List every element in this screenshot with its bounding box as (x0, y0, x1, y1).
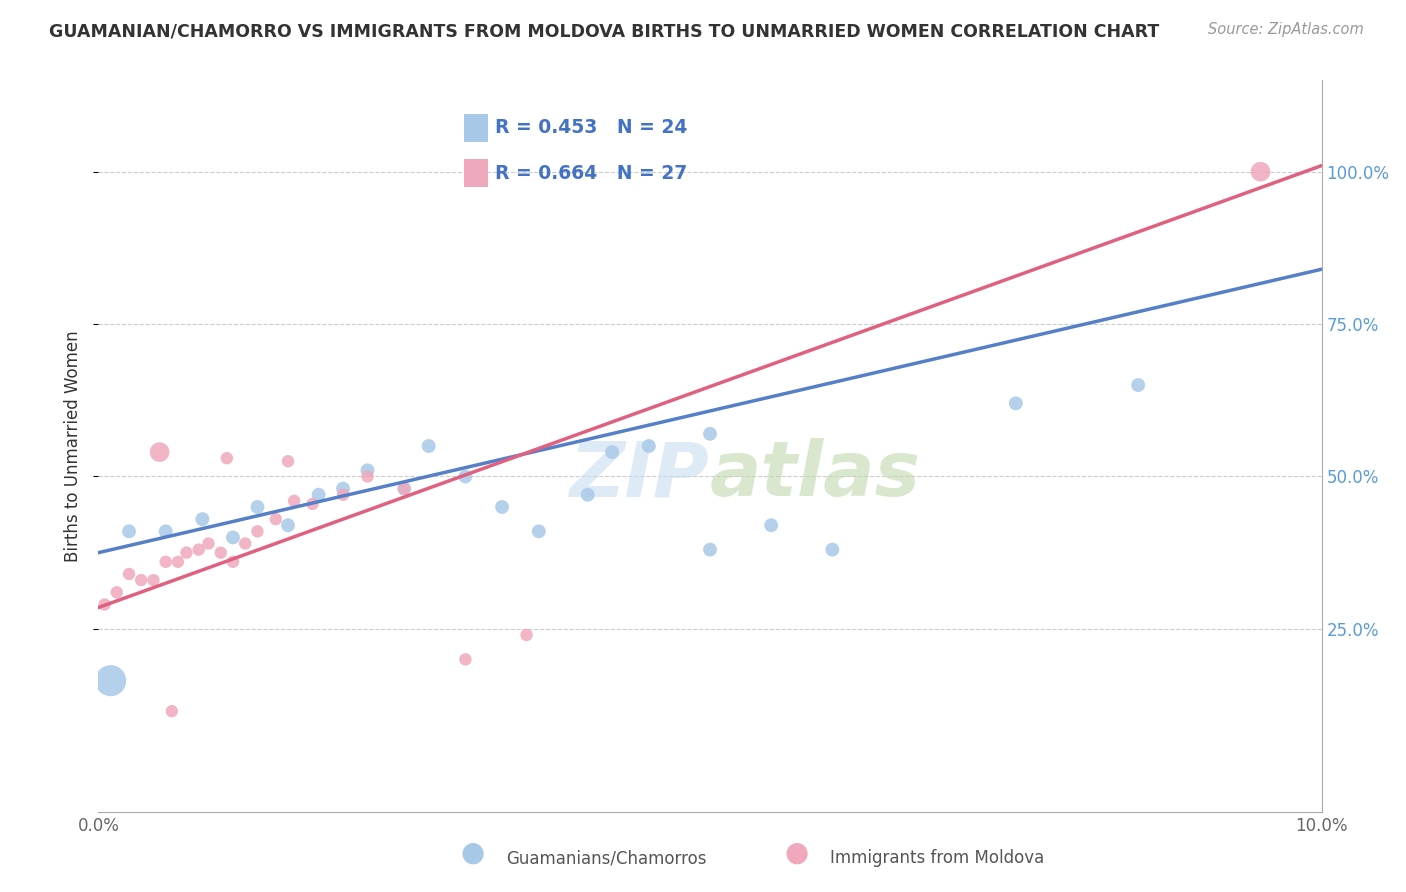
Point (821, 542, 844, 557)
Point (176, 546, 198, 560)
Point (600, 445, 623, 459)
Point (155, 524, 177, 539)
Text: ●: ● (461, 839, 485, 867)
Point (277, 454, 299, 468)
Point (576, 488, 599, 502)
Point (356, 463, 378, 477)
Point (301, 497, 323, 511)
Text: Source: ZipAtlas.com: Source: ZipAtlas.com (1208, 22, 1364, 37)
Point (392, 482, 416, 496)
Point (209, 546, 232, 560)
Point (129, 573, 152, 587)
Point (1250, 164, 1272, 178)
Point (93, 598, 115, 612)
Point (516, 628, 538, 642)
Point (246, 524, 269, 539)
Text: ZIP: ZIP (571, 438, 710, 512)
Text: Guamanians/Chamorros: Guamanians/Chamorros (506, 849, 707, 867)
Point (356, 469, 378, 483)
Point (699, 542, 721, 557)
Text: ●: ● (785, 839, 808, 867)
Text: atlas: atlas (710, 438, 921, 512)
Point (222, 555, 245, 569)
Text: Immigrants from Moldova: Immigrants from Moldova (830, 849, 1043, 867)
Point (277, 518, 299, 533)
Point (454, 469, 477, 483)
Point (264, 512, 287, 526)
Point (155, 555, 177, 569)
Point (191, 512, 214, 526)
Point (1004, 396, 1026, 410)
Point (761, 518, 783, 533)
Text: GUAMANIAN/CHAMORRO VS IMMIGRANTS FROM MOLDOVA BIRTHS TO UNMARRIED WOMEN CORRELAT: GUAMANIAN/CHAMORRO VS IMMIGRANTS FROM MO… (49, 22, 1160, 40)
Point (392, 482, 416, 496)
Point (1128, 378, 1150, 392)
Point (283, 493, 305, 508)
Point (246, 500, 269, 514)
Point (149, 445, 172, 459)
Y-axis label: Births to Unmarried Women: Births to Unmarried Women (65, 330, 83, 562)
Point (699, 426, 721, 441)
Point (197, 536, 219, 550)
Point (637, 439, 661, 453)
Point (187, 542, 209, 557)
Point (454, 652, 477, 666)
Point (142, 573, 165, 587)
Point (527, 524, 550, 539)
Point (167, 555, 190, 569)
Point (215, 451, 238, 466)
Point (332, 482, 354, 496)
Point (308, 488, 330, 502)
Point (118, 524, 141, 539)
Point (233, 536, 256, 550)
Point (160, 704, 183, 718)
Point (222, 530, 245, 544)
Point (332, 488, 354, 502)
Point (491, 500, 513, 514)
Point (105, 585, 128, 599)
Point (100, 673, 122, 688)
Point (418, 439, 440, 453)
Point (118, 567, 141, 582)
